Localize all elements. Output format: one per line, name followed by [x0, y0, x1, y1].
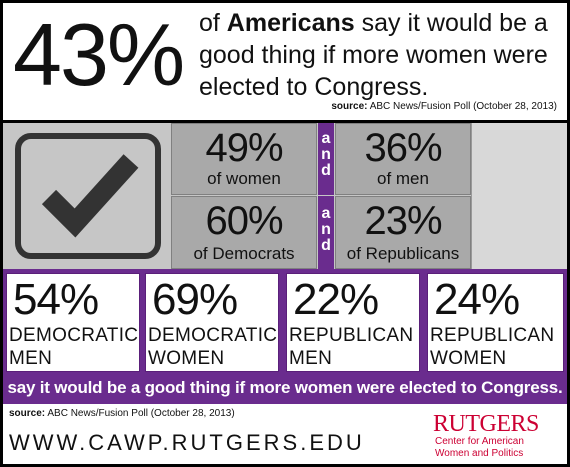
- group-percent: 24%: [434, 275, 520, 324]
- stat-cell-republicans: 23% of Republicans: [335, 196, 471, 269]
- group-percent: 22%: [293, 275, 379, 324]
- stat-percent: 23%: [364, 199, 442, 243]
- stat-percent: 36%: [364, 126, 442, 170]
- group-box-republican-men: 22% REPUBLICAN MEN: [286, 273, 420, 372]
- and-letter: n: [321, 146, 331, 163]
- and-letter: a: [321, 130, 331, 147]
- source-bottom: source: ABC News/Fusion Poll (October 28…: [9, 408, 235, 420]
- headline-percent: 43%: [13, 5, 185, 104]
- group-box-republican-women: 24% REPUBLICAN WOMEN: [427, 273, 564, 372]
- gender-party-grid: 49% of women 60% of Democrats a n d a n …: [171, 123, 471, 269]
- and-letter: n: [321, 221, 331, 238]
- source-bottom-label: source:: [9, 408, 46, 419]
- and-connector-bottom: a n d: [318, 196, 334, 269]
- divider-top: [0, 120, 570, 123]
- middle-right-panel: [471, 123, 567, 269]
- website-link[interactable]: WWW.CAWP.RUTGERS.EDU: [9, 430, 365, 455]
- and-letter: d: [321, 237, 331, 254]
- group-percent: 69%: [152, 275, 238, 324]
- source-bottom-text: ABC News/Fusion Poll (October 28, 2013): [45, 408, 235, 419]
- group-box-democratic-women: 69% DEMOCRATIC WOMEN: [145, 273, 279, 372]
- group-label-line1: REPUBLICAN: [430, 325, 555, 346]
- group-label-line1: REPUBLICAN: [289, 325, 414, 346]
- group-box-democratic-men: 54% DEMOCRATIC MEN: [6, 273, 140, 372]
- source-top-label: source:: [331, 101, 368, 112]
- stat-cell-women: 49% of women: [171, 123, 317, 195]
- top-section: 43% of Americans say it would be a good …: [3, 3, 567, 120]
- stat-cell-men: 36% of men: [335, 123, 471, 195]
- logo-brand: RUTGERS: [433, 411, 539, 437]
- and-connector-top: a n d: [318, 123, 334, 195]
- and-letter: a: [321, 205, 331, 222]
- stat-label: of women: [207, 169, 281, 188]
- middle-section: 49% of women 60% of Democrats a n d a n …: [3, 123, 567, 269]
- stat-percent: 49%: [205, 126, 283, 170]
- stat-cell-democrats: 60% of Democrats: [171, 196, 317, 269]
- group-label-line2: MEN: [9, 348, 53, 369]
- source-top-text: ABC News/Fusion Poll (October 28, 2013): [367, 101, 557, 112]
- logo-sub-line1: Center for American: [435, 436, 524, 447]
- stat-label: of Republicans: [346, 244, 460, 263]
- group-label-line1: DEMOCRATIC: [148, 325, 278, 346]
- group-percent: 54%: [13, 275, 99, 324]
- source-top: source: ABC News/Fusion Poll (October 28…: [331, 101, 557, 113]
- rutgers-logo: RUTGERS Center for American Women and Po…: [433, 412, 553, 462]
- group-label-line1: DEMOCRATIC: [9, 325, 139, 346]
- headline-prefix: of: [199, 9, 227, 37]
- and-letter: d: [321, 162, 331, 179]
- headline-bold: Americans: [226, 9, 355, 37]
- footer: source: ABC News/Fusion Poll (October 28…: [3, 404, 567, 464]
- group-label: REPUBLICAN WOMEN: [430, 324, 554, 370]
- stat-label: of Democrats: [193, 244, 295, 263]
- banner-text: say it would be a good thing if more wom…: [7, 378, 563, 397]
- group-label-line2: MEN: [289, 348, 333, 369]
- checkbox-frame: [15, 133, 161, 259]
- group-label-line2: WOMEN: [148, 348, 225, 369]
- stat-label: of men: [377, 169, 429, 188]
- logo-sub-line2: Women and Politics: [435, 448, 524, 459]
- group-label-line2: WOMEN: [430, 348, 507, 369]
- checkmark-icon: [41, 154, 139, 238]
- group-label: DEMOCRATIC MEN: [9, 324, 138, 370]
- group-label: DEMOCRATIC WOMEN: [148, 324, 277, 370]
- stat-percent: 60%: [205, 199, 283, 243]
- group-breakdown-section: 54% DEMOCRATIC MEN 69% DEMOCRATIC WOMEN 22…: [3, 269, 567, 404]
- group-label: REPUBLICAN MEN: [289, 324, 413, 370]
- headline-text: of Americans say it would be a good thin…: [199, 7, 564, 103]
- headline-rest: say it would be a good thing if more wom…: [199, 9, 548, 101]
